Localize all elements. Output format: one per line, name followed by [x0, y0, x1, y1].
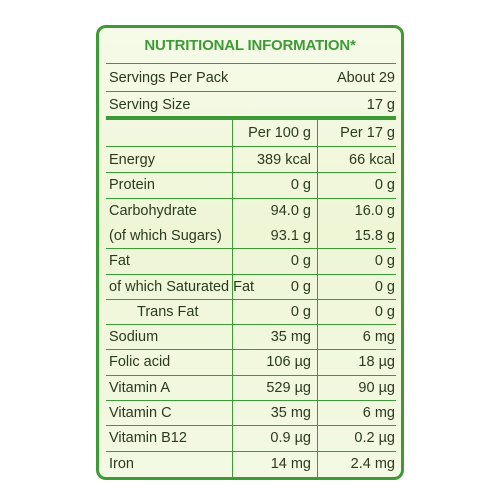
divider-thick	[106, 116, 396, 120]
nutrient-value-per100: 94.0 g	[270, 202, 311, 219]
nutrition-panel: NUTRITIONAL INFORMATION* Servings Per Pa…	[96, 25, 404, 480]
nutrient-label: Sodium	[109, 329, 159, 346]
nutrient-value-per100: 0.9 µg	[270, 430, 311, 447]
nutrient-value-per100: 106 µg	[266, 354, 311, 371]
row-divider	[106, 298, 396, 300]
nutrient-value-perserving: 15.8 g	[354, 227, 395, 244]
row-divider	[106, 248, 396, 250]
nutrient-value-perserving: 0 g	[374, 303, 395, 320]
row-divider	[106, 273, 396, 275]
table-row: Folic acid 106 µg 18 µg	[109, 351, 395, 373]
table-row: Vitamin C 35 mg 6 mg	[109, 402, 395, 424]
nutrient-value-perserving: 0 g	[374, 253, 395, 270]
col-header-perserving: Per 17 g	[340, 125, 395, 141]
nutrient-label: Protein	[109, 177, 155, 194]
serving-size-row: Serving Size 17 g	[109, 94, 395, 116]
nutrient-label: Vitamin B12	[109, 430, 187, 447]
nutrient-value-perserving: 16.0 g	[354, 202, 395, 219]
nutrient-value-per100: 35 mg	[270, 405, 311, 421]
row-divider	[106, 425, 396, 427]
panel-title: NUTRITIONAL INFORMATION*	[144, 37, 356, 54]
nutrient-label: Trans Fat	[137, 303, 199, 320]
nutrient-label: Folic acid	[109, 354, 171, 371]
column-divider-2	[317, 120, 318, 477]
divider-servings	[106, 91, 396, 92]
table-row: Carbohydrate 94.0 g 16.0 g	[109, 200, 395, 222]
nutrient-label: Vitamin C	[109, 405, 172, 421]
table-row: Vitamin B12 0.9 µg 0.2 µg	[109, 427, 395, 449]
table-row: (of which Sugars) 93.1 g 15.8 g	[109, 225, 395, 247]
servings-per-pack-value: About 29	[336, 70, 395, 86]
nutrient-value-perserving: 0 g	[374, 278, 395, 295]
nutrient-value-perserving: 66 kcal	[349, 152, 395, 168]
table-row: Fat 0 g 0 g	[109, 250, 395, 272]
divider-top	[106, 63, 396, 64]
nutrient-value-perserving: 0.2 µg	[354, 430, 395, 447]
nutrient-value-per100: 0 g	[290, 278, 311, 295]
nutrient-label: Carbohydrate	[109, 202, 197, 219]
nutrient-label: of which Saturated Fat	[109, 278, 255, 295]
nutrient-label: Iron	[109, 455, 134, 472]
nutrient-value-per100: 529 µg	[266, 379, 311, 396]
row-divider	[106, 197, 396, 199]
table-row: Vitamin A 529 µg 90 µg	[109, 377, 395, 399]
row-divider	[106, 349, 396, 351]
nutrient-value-per100: 0 g	[290, 253, 311, 270]
table-row: Iron 14 mg 2.4 mg	[109, 453, 395, 475]
column-divider-1	[232, 120, 233, 477]
nutrient-label: Energy	[109, 152, 155, 168]
nutrient-value-perserving: 18 µg	[358, 354, 395, 371]
col-header-per100: Per 100 g	[248, 125, 311, 141]
row-divider	[106, 400, 396, 401]
nutrient-value-per100: 0 g	[290, 303, 311, 320]
nutrient-value-per100: 14 mg	[270, 455, 311, 472]
servings-per-pack-label: Servings Per Pack	[109, 70, 229, 86]
row-divider	[106, 450, 396, 452]
nutrient-value-per100: 0 g	[290, 177, 311, 194]
nutrient-value-per100: 93.1 g	[270, 227, 311, 244]
nutrient-value-perserving: 6 mg	[362, 329, 395, 346]
nutrient-value-per100: 389 kcal	[256, 152, 311, 168]
table-row: Trans Fat 0 g 0 g	[109, 301, 395, 323]
nutrient-label: (of which Sugars)	[109, 227, 222, 244]
column-header-row: Per 100 g Per 17 g	[109, 122, 395, 144]
row-divider	[106, 374, 396, 376]
servings-per-pack-row: Servings Per Pack About 29	[109, 67, 395, 89]
nutrient-value-perserving: 90 µg	[358, 379, 395, 396]
table-row: Protein 0 g 0 g	[109, 174, 395, 196]
row-divider	[106, 324, 396, 326]
divider-header	[106, 146, 396, 147]
nutrient-value-per100: 35 mg	[270, 329, 311, 346]
nutrient-value-perserving: 0 g	[374, 177, 395, 194]
table-row: of which Saturated Fat 0 g 0 g	[109, 276, 395, 298]
nutrient-label: Vitamin A	[109, 379, 170, 396]
serving-size-value: 17 g	[366, 97, 395, 113]
nutrient-label: Fat	[109, 253, 130, 270]
nutrient-value-perserving: 2.4 mg	[350, 455, 395, 472]
nutrient-value-perserving: 6 mg	[362, 405, 395, 421]
table-row: Sodium 35 mg 6 mg	[109, 326, 395, 348]
row-divider	[106, 172, 396, 174]
serving-size-label: Serving Size	[109, 97, 191, 113]
table-row: Energy 389 kcal 66 kcal	[109, 149, 395, 171]
